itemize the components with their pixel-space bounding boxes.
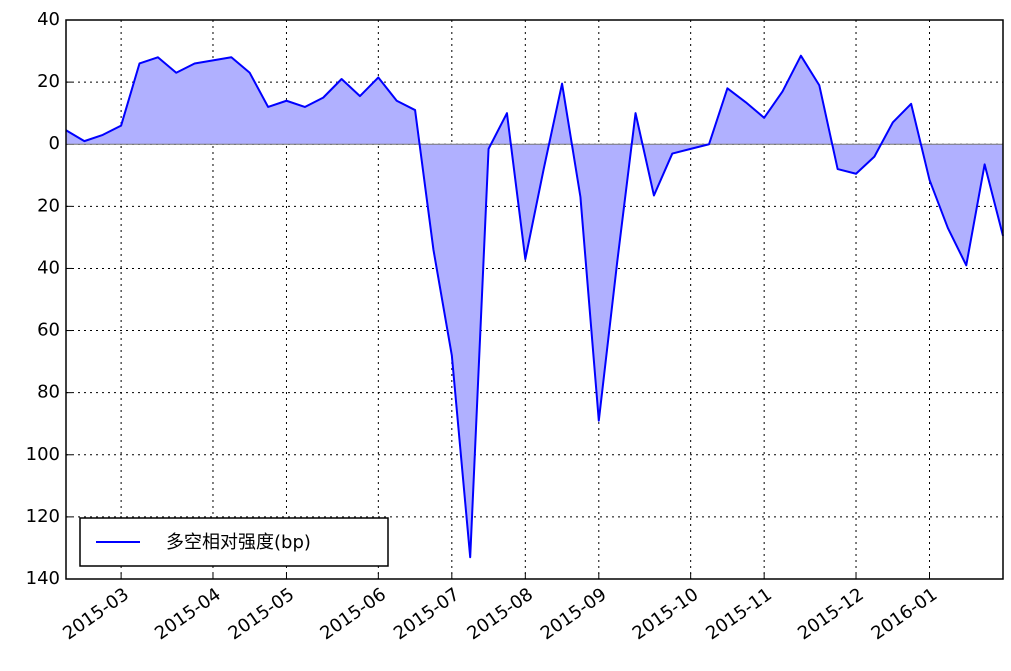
x-tick-label: 2015-03	[59, 584, 133, 644]
y-tick-label: 120	[26, 506, 60, 527]
series-line	[65, 54, 1004, 559]
x-tick-label: 2016-01	[868, 584, 942, 644]
y-tick-label: 60	[37, 320, 60, 341]
y-tick-label: 20	[37, 195, 60, 216]
x-tick-label: 2015-12	[794, 584, 868, 644]
legend-label: 多空相对强度(bp)	[166, 532, 311, 553]
plot-frame	[65, 19, 1004, 580]
area-fill	[66, 55, 1003, 558]
y-tick-label: 0	[49, 133, 60, 154]
x-tick-label: 2015-11	[702, 584, 776, 644]
y-tick-label: 40	[37, 257, 60, 278]
y-tick-label: 40	[37, 9, 60, 30]
y-tick-label: 140	[26, 568, 60, 589]
x-tick-label: 2015-07	[390, 584, 464, 644]
y-tick-label: 80	[37, 382, 60, 403]
x-tick-label: 2015-08	[463, 584, 537, 644]
x-tick-label: 2015-09	[537, 584, 611, 644]
x-tick-label: 2015-06	[316, 584, 390, 644]
y-tick-label: 20	[37, 71, 60, 92]
x-tick-label: 2015-05	[225, 584, 299, 644]
y-tick-label: 100	[26, 444, 60, 465]
x-tick-label: 2015-04	[151, 584, 225, 644]
x-tick-label: 2015-10	[629, 584, 703, 644]
